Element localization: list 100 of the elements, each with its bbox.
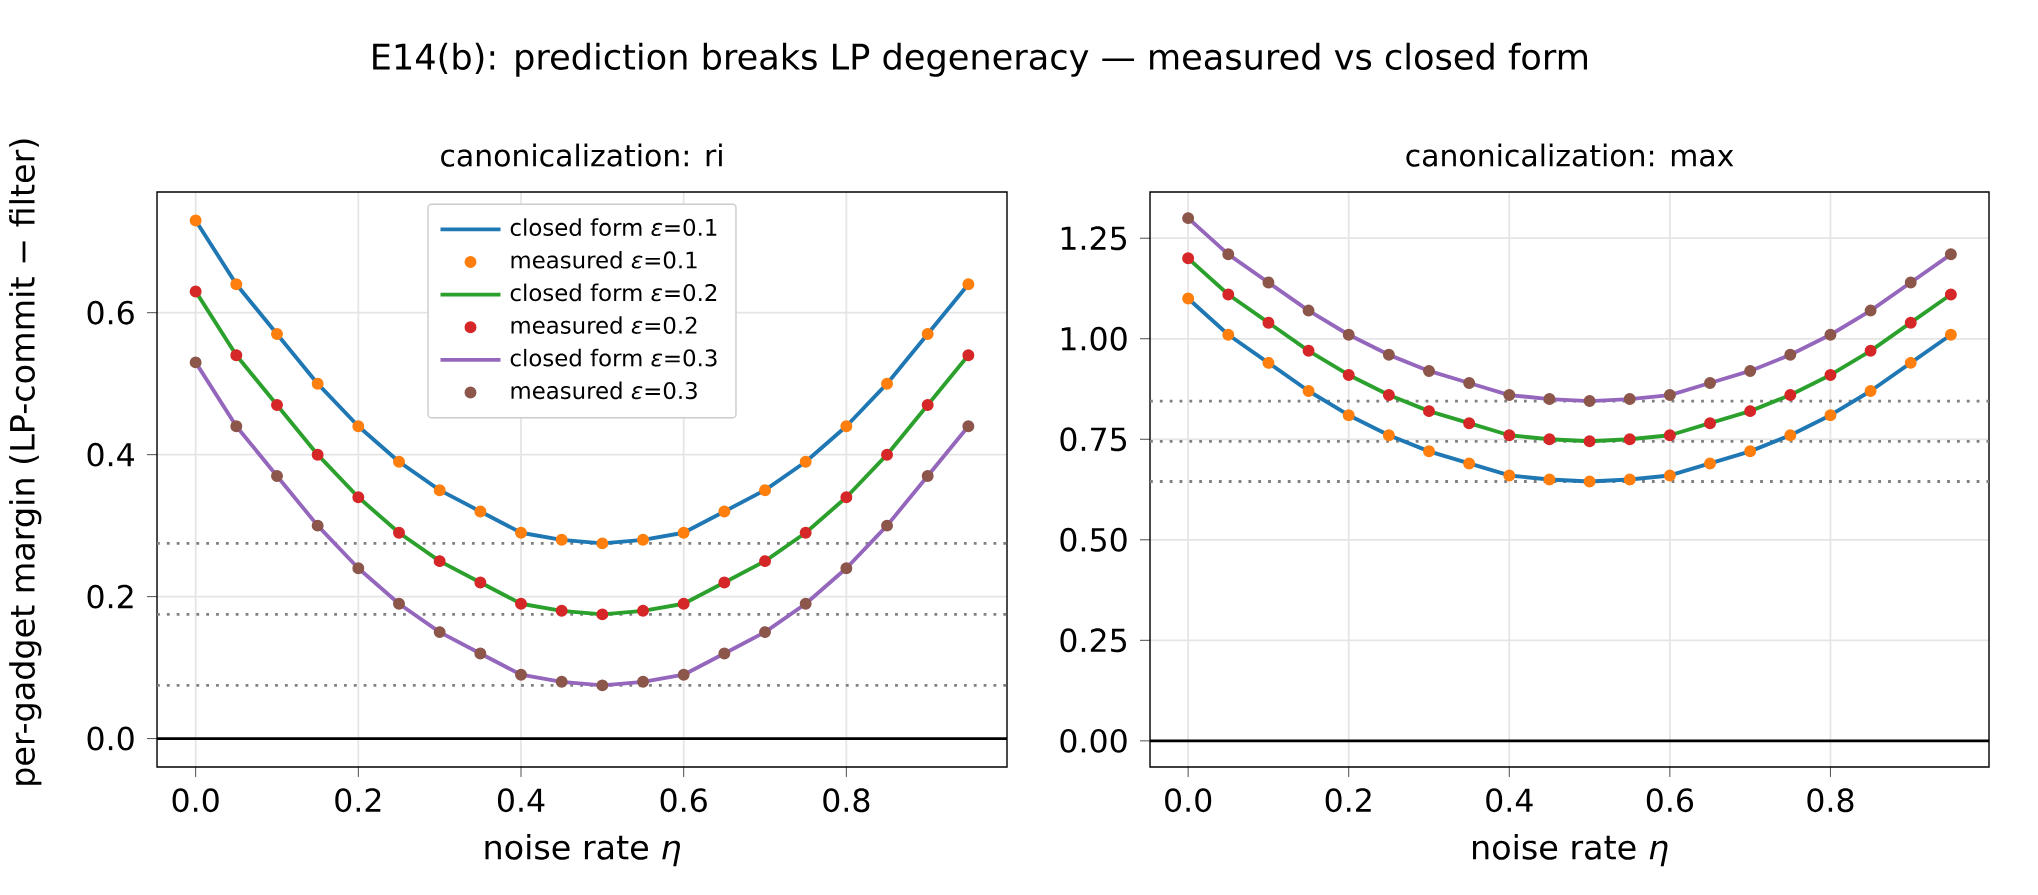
point — [1784, 429, 1797, 442]
point — [1342, 328, 1355, 341]
y-tick-label: 0.2 — [87, 584, 133, 609]
point — [1423, 405, 1435, 418]
x-tick-label: 0.4 — [1486, 788, 1533, 813]
point — [1503, 389, 1516, 402]
point — [881, 519, 894, 532]
point — [1744, 445, 1757, 458]
point — [271, 328, 283, 340]
x-tick-label: 0.0 — [1165, 788, 1212, 813]
point — [555, 604, 568, 617]
point — [1222, 248, 1235, 261]
point — [1864, 385, 1877, 397]
point — [962, 278, 975, 291]
point — [1824, 409, 1837, 422]
point — [433, 555, 446, 568]
point — [677, 597, 690, 610]
x-axis-title: noise rate η — [1473, 833, 1668, 867]
point — [352, 491, 365, 504]
point — [1704, 377, 1716, 389]
point — [474, 505, 487, 518]
point — [1704, 417, 1716, 430]
point — [799, 526, 812, 539]
point — [1382, 389, 1395, 402]
point — [311, 448, 324, 461]
point — [921, 469, 934, 482]
point — [1543, 473, 1556, 486]
point — [1744, 364, 1757, 377]
point — [840, 491, 853, 504]
y-tick-label: 0.6 — [87, 300, 134, 325]
point — [1302, 304, 1315, 317]
point — [718, 505, 731, 518]
point — [393, 526, 405, 539]
point — [1704, 457, 1716, 470]
point — [637, 533, 649, 546]
point — [1663, 469, 1676, 482]
point — [1463, 377, 1476, 389]
point — [311, 377, 324, 390]
point — [840, 562, 853, 575]
point — [1944, 248, 1957, 261]
point — [1784, 348, 1797, 361]
point — [1302, 385, 1315, 397]
y-tick-label: 0.00 — [1060, 728, 1127, 753]
point — [1623, 393, 1636, 406]
point — [515, 668, 527, 681]
point — [759, 484, 771, 497]
point — [393, 455, 405, 468]
point — [1423, 445, 1435, 458]
y-tick-label: 1.25 — [1061, 226, 1126, 251]
point — [555, 533, 568, 546]
point — [962, 349, 975, 362]
point — [189, 214, 202, 227]
point — [1182, 292, 1195, 305]
y-tick-label: 0.75 — [1060, 427, 1126, 452]
point — [677, 668, 690, 681]
legend-label: measured ε=0.2 — [511, 316, 697, 334]
point — [230, 278, 243, 291]
point — [1944, 328, 1957, 341]
point — [1302, 344, 1315, 357]
point — [840, 420, 853, 433]
legend-label: closed form ε=0.1 — [510, 218, 717, 236]
chart-title: canonicalization: max — [1406, 143, 1734, 167]
x-tick-label: 0.4 — [497, 788, 545, 813]
point — [230, 349, 243, 362]
point — [1222, 328, 1235, 341]
point — [1342, 409, 1355, 422]
point — [1503, 429, 1516, 442]
point — [555, 675, 568, 688]
point — [1663, 429, 1676, 442]
point — [1824, 328, 1837, 341]
point — [1382, 348, 1395, 361]
point — [1342, 368, 1355, 381]
point — [1543, 393, 1556, 406]
point — [1784, 389, 1797, 402]
x-tick-label: 0.8 — [823, 788, 870, 813]
point — [1623, 473, 1636, 486]
point — [759, 555, 771, 568]
legend-label: measured ε=0.1 — [511, 250, 697, 269]
point — [1262, 276, 1275, 289]
point — [1904, 316, 1917, 329]
point — [1904, 276, 1917, 289]
point — [921, 328, 934, 340]
point — [1463, 457, 1476, 470]
x-tick-label: 0.6 — [1646, 788, 1694, 813]
point — [881, 377, 894, 390]
point — [962, 420, 975, 433]
point — [393, 597, 405, 610]
point — [515, 597, 527, 610]
point — [311, 519, 324, 532]
x-tick-label: 0.8 — [1807, 788, 1854, 813]
point — [637, 604, 649, 617]
point — [1182, 212, 1195, 225]
point — [352, 562, 365, 575]
point — [637, 675, 649, 688]
x-axis-title: noise rate η — [485, 833, 680, 867]
point — [1182, 252, 1195, 265]
y-axis-title: per-gadget margin (LP-commit − filter) — [9, 139, 42, 785]
point — [799, 455, 812, 468]
point — [718, 647, 731, 660]
x-tick-label: 0.6 — [660, 788, 707, 813]
